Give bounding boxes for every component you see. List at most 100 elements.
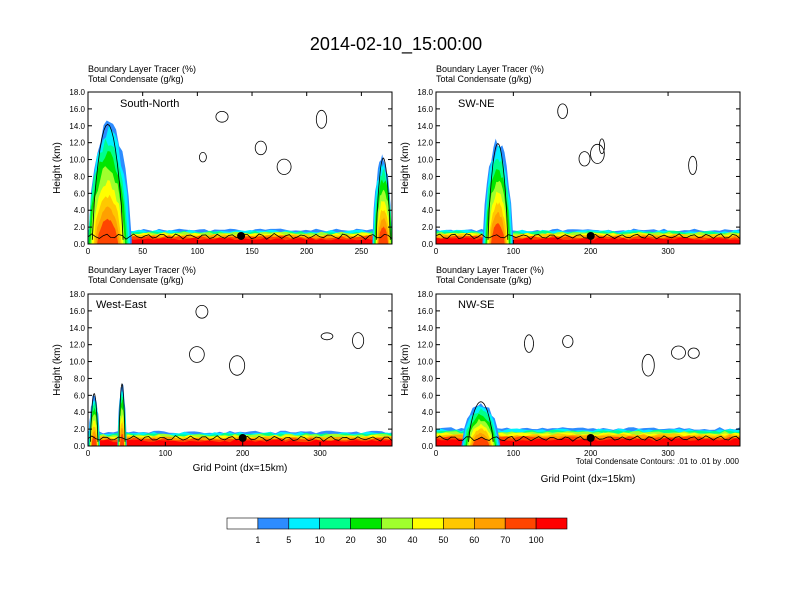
x-tick-label: 300 xyxy=(313,449,327,458)
y-tick-label: 8.0 xyxy=(74,172,86,181)
y-tick-label: 8.0 xyxy=(422,172,434,181)
x-tick-label: 0 xyxy=(86,247,91,256)
tracer-band xyxy=(436,438,740,446)
colorbar-label: 10 xyxy=(315,535,325,545)
y-tick-label: 6.0 xyxy=(422,391,434,400)
y-tick-label: 16.0 xyxy=(417,307,433,316)
colorbar-label: 70 xyxy=(500,535,510,545)
colorbar-swatch xyxy=(535,517,568,530)
x-tick-label: 100 xyxy=(507,449,521,458)
y-tick-label: 4.0 xyxy=(74,408,86,417)
x-tick-label: 200 xyxy=(584,247,598,256)
x-tick-label: 100 xyxy=(507,247,521,256)
x-tick-label: 100 xyxy=(159,449,173,458)
tracer-field xyxy=(88,120,392,244)
colorbar-swatch xyxy=(257,517,290,530)
condensate-contour xyxy=(189,346,205,363)
x-tick-label: 300 xyxy=(661,247,675,256)
y-tick-label: 10.0 xyxy=(417,358,433,367)
x-axis-label: Grid Point (dx=15km) xyxy=(193,463,288,474)
x-axis-label: Grid Point (dx=15km) xyxy=(541,474,636,485)
y-tick-label: 6.0 xyxy=(74,391,86,400)
colorbar-swatch xyxy=(473,517,506,530)
condensate-contour xyxy=(229,355,246,376)
plot-area: 0.0 2.0 4.0 6.0 8.0 10.0 12.0 14.0 16.0 18.0 0 100 2… xyxy=(417,88,741,256)
condensate-contour xyxy=(215,111,229,123)
panel-subtitle-condensate: Total Condensate (g/kg) xyxy=(88,275,184,285)
y-tick-label: 16.0 xyxy=(69,307,85,316)
figure-title: 2014-02-10_15:00:00 xyxy=(310,34,482,55)
colorbar-label: 30 xyxy=(376,535,386,545)
colorbar-swatch xyxy=(226,517,259,530)
panel-nw-se: Boundary Layer Tracer (%) Total Condensa… xyxy=(400,265,741,485)
condensate-contours xyxy=(88,109,392,240)
plot-area: 0.0 2.0 4.0 6.0 8.0 10.0 12.0 14.0 16.0 18.0 0 100 2… xyxy=(417,290,741,458)
y-tick-label: 18.0 xyxy=(417,290,433,299)
condensate-contour xyxy=(487,142,509,240)
condensate-contour xyxy=(195,304,209,319)
condensate-contour xyxy=(276,158,292,175)
x-tick-label: 200 xyxy=(236,449,250,458)
location-marker xyxy=(237,231,246,240)
y-tick-label: 4.0 xyxy=(422,408,434,417)
condensate-contour xyxy=(315,109,328,129)
colorbar-label: 40 xyxy=(407,535,417,545)
location-marker xyxy=(238,433,247,442)
colorbar-swatch xyxy=(443,517,475,530)
y-tick-label: 0.0 xyxy=(74,442,86,451)
panel-subtitle-condensate: Total Condensate (g/kg) xyxy=(88,74,184,84)
condensate-contour xyxy=(598,138,605,155)
y-axis-label: Height (km) xyxy=(400,344,411,396)
condensate-contour xyxy=(562,335,574,348)
panel-subtitle-condensate: Total Condensate (g/kg) xyxy=(436,74,532,84)
y-tick-label: 8.0 xyxy=(422,374,434,383)
x-tick-label: 0 xyxy=(86,449,91,458)
y-tick-label: 2.0 xyxy=(74,223,86,232)
panel-south-north: Boundary Layer Tracer (%) Total Condensa… xyxy=(52,64,393,256)
y-tick-label: 14.0 xyxy=(417,122,433,131)
plot-frame xyxy=(435,91,741,245)
condensate-contour xyxy=(578,151,591,167)
contour-info-note: Total Condensate Contours: .01 to .01 by… xyxy=(576,457,740,466)
x-tick-label: 0 xyxy=(434,449,439,458)
y-tick-label: 2.0 xyxy=(74,425,86,434)
y-tick-label: 4.0 xyxy=(422,206,434,215)
y-tick-label: 8.0 xyxy=(74,374,86,383)
x-tick-label: 250 xyxy=(355,247,369,256)
x-tick-label: 150 xyxy=(245,247,259,256)
y-tick-label: 16.0 xyxy=(69,105,85,114)
panel-sw-ne: Boundary Layer Tracer (%) Total Condensa… xyxy=(400,64,741,256)
colorbar-swatch xyxy=(319,517,351,530)
location-marker xyxy=(586,231,595,240)
colorbar-swatch xyxy=(412,517,444,530)
tracer-field xyxy=(436,138,740,244)
tracer-band xyxy=(88,237,392,244)
plot-frame xyxy=(435,293,741,447)
colorbar-label: 100 xyxy=(529,535,544,545)
panel-subtitle-tracer: Boundary Layer Tracer (%) xyxy=(436,265,544,275)
condensate-contour xyxy=(352,332,365,350)
colorbar-label: 60 xyxy=(469,535,479,545)
x-tick-label: 200 xyxy=(584,449,598,458)
plot-area: 0.0 2.0 4.0 6.0 8.0 10.0 12.0 14.0 16.0 18.0 0 100 2… xyxy=(69,290,393,458)
y-tick-label: 6.0 xyxy=(74,189,86,198)
condensate-contour xyxy=(468,401,494,442)
plot-frame xyxy=(87,91,393,245)
colorbar-swatch xyxy=(381,517,413,530)
condensate-contour xyxy=(687,347,700,359)
y-tick-label: 10.0 xyxy=(69,156,85,165)
colorbar-label: 1 xyxy=(255,535,260,545)
colorbar-label: 50 xyxy=(438,535,448,545)
panel-subtitle-condensate: Total Condensate (g/kg) xyxy=(436,275,532,285)
panel-west-east: Boundary Layer Tracer (%) Total Condensa… xyxy=(52,265,393,474)
panel-title: South-North xyxy=(120,98,179,110)
condensate-contour xyxy=(671,345,686,360)
y-tick-label: 2.0 xyxy=(422,223,434,232)
x-tick-label: 100 xyxy=(191,247,205,256)
y-tick-label: 14.0 xyxy=(417,324,433,333)
condensate-contours xyxy=(88,304,392,442)
y-tick-label: 12.0 xyxy=(69,139,85,148)
y-tick-label: 10.0 xyxy=(69,358,85,367)
panel-subtitle-tracer: Boundary Layer Tracer (%) xyxy=(88,64,196,74)
condensate-contour xyxy=(320,332,334,341)
